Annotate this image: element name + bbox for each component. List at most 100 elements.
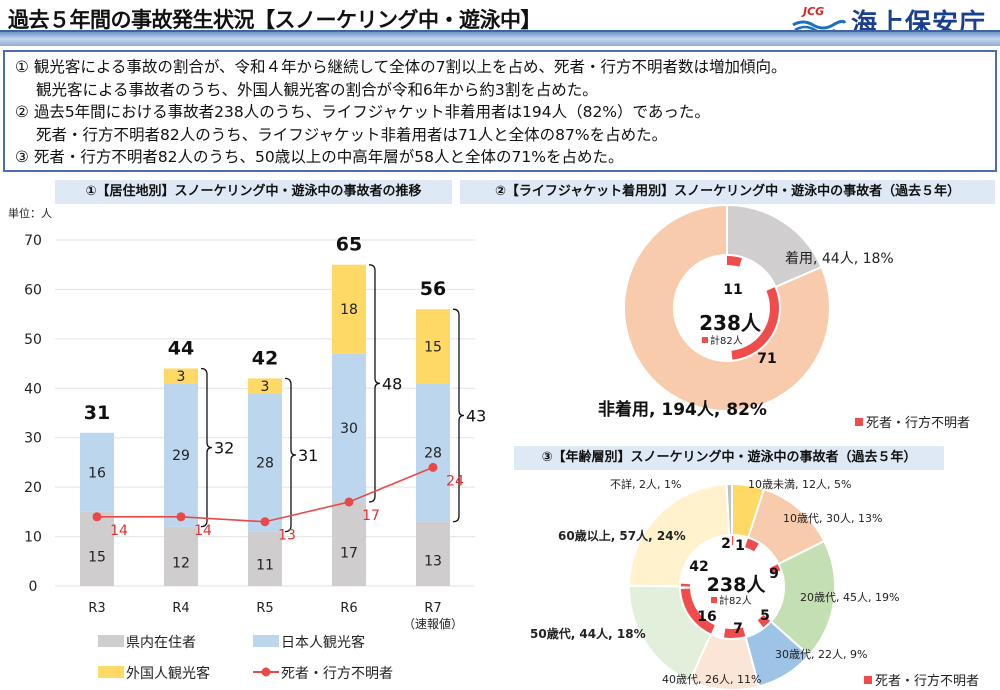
deaths-point xyxy=(344,497,354,507)
deaths-arc xyxy=(731,287,779,360)
slice-label: 着用, 44人, 18% xyxy=(785,251,894,267)
center-total-label: 238人 xyxy=(699,311,762,335)
age-donut-chart: 10歳未満, 12人, 5% 10歳代, 30人, 13% 20歳代, 45人, 1… xyxy=(530,477,979,690)
summary-line: 死者・行方不明者82人のうち、ライフジャケット非着用者は71人と全体の87%を占… xyxy=(36,125,668,144)
deaths-value-label: 13 xyxy=(278,528,296,544)
slice-label: 10歳代, 30人, 13% xyxy=(783,512,882,525)
bar-total-label: 31 xyxy=(84,402,110,424)
header-divider xyxy=(0,30,1000,46)
deaths-value-label: 14 xyxy=(110,523,128,539)
deaths-arc xyxy=(757,614,771,628)
bar-total-label: 42 xyxy=(252,347,278,369)
y-tick-label: 40 xyxy=(24,381,42,397)
deaths-value-label: 16 xyxy=(697,609,716,625)
deaths-arc xyxy=(681,583,691,587)
y-tick-label: 50 xyxy=(24,332,42,348)
bar-segment xyxy=(416,383,450,522)
bar-segment xyxy=(248,531,282,586)
slice-label: 50歳代, 44人, 18% xyxy=(530,626,646,641)
bar-segment xyxy=(80,511,114,586)
y-tick-label: 10 xyxy=(24,530,42,546)
unit-label: 単位：人 xyxy=(8,206,52,220)
bar-value-label: 17 xyxy=(340,545,358,561)
legend-label: 外国人観光客 xyxy=(126,665,210,682)
bar-value-label: 13 xyxy=(424,553,442,569)
bar-segment xyxy=(80,432,114,512)
x-tick-sublabel: （速報値） xyxy=(403,616,463,631)
deaths-value-label: 42 xyxy=(689,559,708,575)
tourist-total-label: 48 xyxy=(382,374,402,393)
bar-segment xyxy=(164,526,198,586)
y-tick-label: 60 xyxy=(24,282,42,298)
bar-segment xyxy=(248,393,282,532)
donut-slice xyxy=(623,205,831,412)
y-tick-label: 0 xyxy=(29,579,38,595)
legend-label: 死者・行方不明者 xyxy=(866,415,970,431)
x-tick-label: R7 xyxy=(424,601,441,616)
x-tick-label: R6 xyxy=(340,601,357,616)
summary-line: 観光客による事故者のうち、外国人観光客の割合が令和6年から約3割を占めた。 xyxy=(36,80,598,99)
logo-abbr: JCG xyxy=(802,4,825,18)
bar-segment xyxy=(164,383,198,527)
bar-segment xyxy=(332,264,366,354)
bar-value-label: 28 xyxy=(424,446,442,462)
y-tick-label: 70 xyxy=(24,233,42,249)
bar-chart: 単位：人 0 10 20 30 40 50 60 70 15 16 31 R3 12 29 3 44 R4 32 11… xyxy=(8,206,486,682)
tourist-total-label: 32 xyxy=(214,439,234,458)
chart1-title: ①【居住地別】スノーケリング中・遊泳中の事故者の推移 xyxy=(55,180,452,204)
center-sublabel: 計82人 xyxy=(710,334,743,347)
bar-segment xyxy=(248,378,282,394)
deaths-arc xyxy=(769,564,781,574)
deaths-arc xyxy=(727,256,742,267)
lifejacket-donut-chart: 着用, 44人, 18% 非着用, 194人, 82% 11 71 238人計82人死者… xyxy=(598,205,970,431)
slice-label: 20歳代, 45人, 19% xyxy=(800,591,899,604)
bar-segment xyxy=(164,368,198,384)
deaths-value-label: 9 xyxy=(769,566,779,582)
legend-label: 県内在住者 xyxy=(126,635,196,651)
legend-swatch xyxy=(253,635,279,647)
chart2-title: ②【ライフジャケット着用別】スノーケリング中・遊泳中の事故者（過去５年） xyxy=(460,180,995,204)
page-header: 過去５年間の事故発生状況【スノーケリング中・遊泳中】 JCG 海上保安庁 xyxy=(0,0,1000,48)
deaths-value-label: 5 xyxy=(760,608,770,624)
deaths-point xyxy=(176,512,186,522)
deaths-arc xyxy=(745,538,759,552)
deaths-value-label: 14 xyxy=(194,523,212,539)
legend-label: 死者・行方不明者 xyxy=(281,666,393,682)
bar-value-label: 28 xyxy=(256,455,274,471)
donut-slice xyxy=(725,482,733,537)
deaths-value-label: 11 xyxy=(723,282,742,298)
slice-label: 10歳未満, 12人, 5% xyxy=(748,478,851,491)
center-sublabel: 計82人 xyxy=(719,594,752,607)
slice-label: 非着用, 194人, 82% xyxy=(598,399,767,420)
chart3-title: ③【年齢層別】スノーケリング中・遊泳中の事故者（過去５年） xyxy=(514,446,944,470)
x-tick-label: R3 xyxy=(88,601,105,616)
y-tick-label: 20 xyxy=(24,480,42,496)
deaths-value-label: 71 xyxy=(757,351,776,367)
deaths-value-label: 17 xyxy=(362,508,380,524)
slice-label: 40歳代, 26人, 11% xyxy=(662,673,761,686)
slice-label: 60歳以上, 57人, 24% xyxy=(558,528,686,543)
deaths-value-label: 24 xyxy=(446,473,464,489)
tourist-total-label: 43 xyxy=(466,406,486,425)
tourist-brace xyxy=(368,264,381,503)
deaths-arc xyxy=(732,536,734,546)
summary-line: ② 過去5年間における事故者238人のうち、ライフジャケット非着用者は194人（… xyxy=(15,103,710,122)
bar-value-label: 3 xyxy=(261,379,270,395)
deaths-arc xyxy=(681,588,715,634)
center-total-label: 238人 xyxy=(707,574,767,596)
x-tick-label: R4 xyxy=(172,601,189,616)
bar-value-label: 11 xyxy=(256,557,274,573)
bar-total-label: 56 xyxy=(420,278,446,300)
legend-swatch xyxy=(261,667,271,677)
tourist-brace xyxy=(200,367,213,528)
legend-swatch xyxy=(702,337,708,343)
bar-segment xyxy=(332,501,366,586)
bar-value-label: 16 xyxy=(88,465,106,481)
deaths-value-label: 1 xyxy=(735,538,745,554)
legend-swatch xyxy=(98,666,124,678)
bar-value-label: 3 xyxy=(177,369,186,385)
deaths-value-label: 7 xyxy=(733,621,743,637)
bar-total-label: 65 xyxy=(336,234,362,256)
bar-segment xyxy=(332,353,366,502)
tourist-total-label: 31 xyxy=(298,446,318,465)
